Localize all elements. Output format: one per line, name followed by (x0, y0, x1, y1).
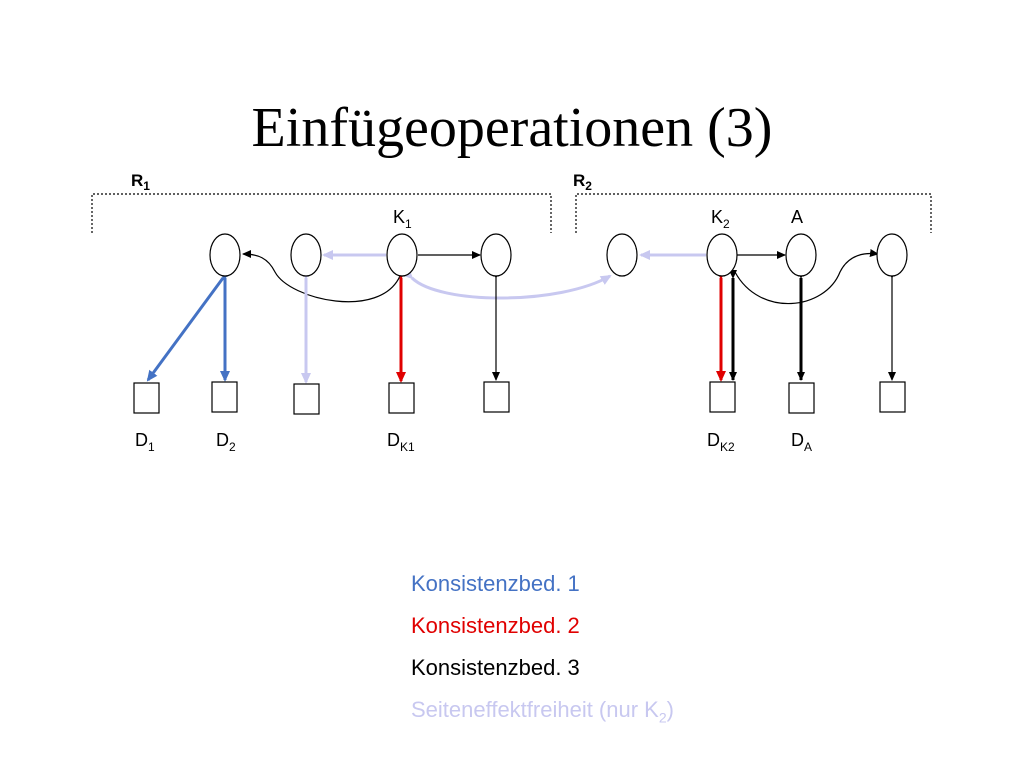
node-label-k2: K2 (711, 207, 730, 231)
slide-title: Einfügeoperationen (3) (251, 97, 773, 159)
data-label-dk1: DK1 (387, 430, 415, 454)
edge-k2-to-n8-curved (734, 249, 879, 305)
node-a (785, 233, 817, 277)
data-label-dk2: DK2 (707, 430, 735, 454)
legend-side-effect-text: Seiteneffektfreiheit (nur K (411, 697, 659, 722)
node-k2 (706, 233, 738, 277)
data-label-d2: D2 (216, 430, 236, 454)
node-k1 (386, 233, 418, 277)
legend-item-side-effect-free: Seiteneffektfreiheit (nur K2) (411, 689, 674, 738)
node-1 (209, 233, 241, 277)
data-box-d2 (211, 381, 238, 413)
legend-item-consistency-3: Konsistenzbed. 3 (411, 655, 580, 680)
edge-k1-to-n1-curved (242, 250, 401, 303)
edge-n1-d1 (146, 267, 233, 382)
legend-side-effect-sub: 2 (658, 709, 667, 726)
legend-item-consistency-1: Konsistenzbed. 1 (411, 571, 580, 596)
data-box-5 (483, 381, 510, 413)
data-box-3 (293, 383, 320, 415)
region-bracket-r2 (575, 193, 932, 233)
legend: Konsistenzbed. 1 Konsistenzbed. 2 Konsis… (411, 563, 674, 738)
data-box-dk2 (709, 381, 736, 413)
data-label-d1: D1 (135, 430, 155, 454)
node-label-k1: K1 (393, 207, 412, 231)
node-label-a: A (791, 207, 803, 227)
data-box-dk1 (388, 382, 415, 414)
data-box-8 (879, 381, 906, 413)
region-label-r2: R2 (573, 171, 592, 193)
edge-k1-n5-side-effect-curved (402, 268, 612, 300)
node-5 (606, 233, 638, 277)
region-bracket-r1 (91, 193, 552, 233)
data-label-da: DA (791, 430, 812, 454)
region-label-r1: R1 (131, 171, 150, 193)
node-4 (480, 233, 512, 277)
data-box-d1 (133, 382, 160, 414)
node-8 (876, 233, 908, 277)
node-2 (290, 233, 322, 277)
legend-item-consistency-2: Konsistenzbed. 2 (411, 613, 580, 638)
data-box-da (788, 382, 815, 414)
legend-side-effect-suffix: ) (666, 697, 674, 722)
